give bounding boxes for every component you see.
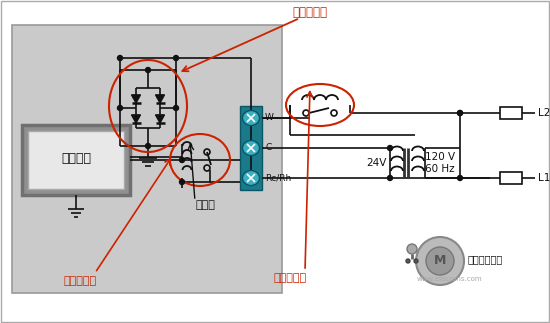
Ellipse shape (243, 141, 260, 155)
Circle shape (118, 106, 123, 110)
Circle shape (414, 259, 418, 263)
Bar (12, 25, 282, 293)
Text: 系统控制: 系统控制 (61, 151, 91, 164)
Circle shape (458, 175, 463, 181)
Text: W: W (265, 113, 274, 122)
Text: 功率继电器: 功率继电器 (273, 273, 306, 283)
Circle shape (388, 175, 393, 181)
Circle shape (406, 259, 410, 263)
Bar (240, 106, 262, 190)
Text: 桥式整流器: 桥式整流器 (293, 6, 327, 19)
Circle shape (179, 180, 184, 184)
Text: 信号继电器: 信号继电器 (63, 276, 97, 286)
Text: L2: L2 (538, 108, 550, 118)
Circle shape (179, 158, 184, 162)
Circle shape (118, 56, 123, 60)
Text: M: M (434, 255, 446, 267)
Text: 24V: 24V (366, 158, 386, 168)
Bar (500, 172, 522, 184)
Ellipse shape (243, 171, 260, 185)
Circle shape (458, 110, 463, 116)
Circle shape (407, 244, 417, 254)
Bar (28, 131, 124, 189)
Text: 恒温器: 恒温器 (195, 200, 215, 210)
Bar (500, 107, 522, 119)
Circle shape (146, 143, 151, 149)
Polygon shape (131, 115, 140, 123)
Circle shape (416, 237, 464, 285)
Circle shape (458, 110, 463, 116)
Circle shape (173, 106, 179, 110)
Text: C: C (265, 143, 271, 152)
Text: 120 V
60 Hz: 120 V 60 Hz (425, 152, 455, 174)
Polygon shape (156, 95, 164, 103)
Ellipse shape (243, 110, 260, 126)
Text: L1: L1 (538, 173, 550, 183)
Circle shape (173, 56, 179, 60)
Circle shape (426, 247, 454, 275)
Circle shape (388, 145, 393, 151)
Polygon shape (156, 115, 164, 123)
Circle shape (146, 68, 151, 72)
Polygon shape (131, 95, 140, 103)
Text: www.elecrans.com: www.elecrans.com (417, 276, 483, 282)
Text: 暖通空调风尚: 暖通空调风尚 (468, 254, 503, 264)
Bar (22, 125, 130, 195)
Text: Rc/Rh: Rc/Rh (265, 173, 292, 182)
